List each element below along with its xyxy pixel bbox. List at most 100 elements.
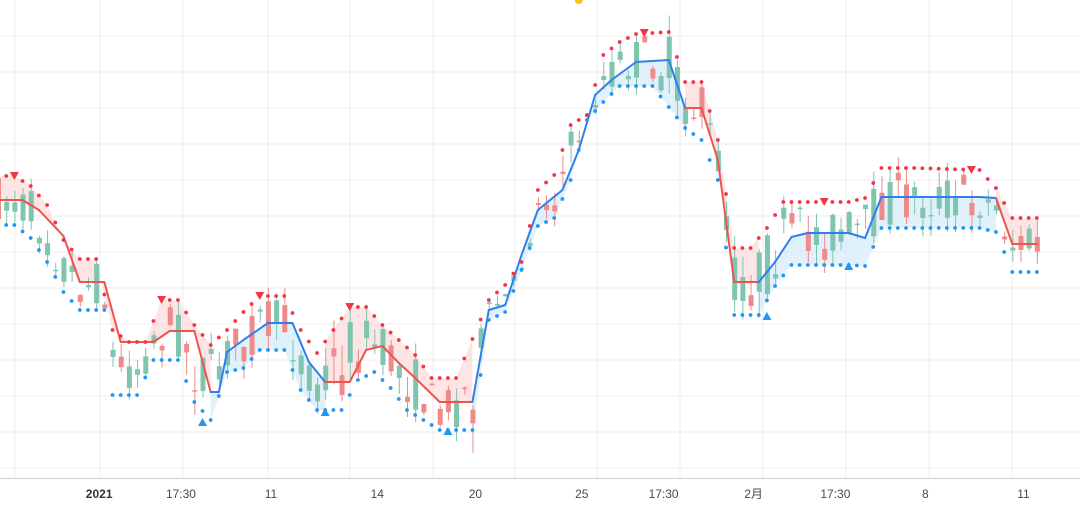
candle-body bbox=[503, 293, 509, 297]
downtrend-band bbox=[145, 321, 154, 342]
candle bbox=[388, 339, 394, 376]
lower-stop-dot bbox=[126, 393, 131, 397]
candle-body bbox=[20, 194, 26, 221]
candle-body bbox=[257, 309, 263, 312]
x-tick-label: 2021 bbox=[86, 487, 113, 501]
candle bbox=[494, 295, 500, 307]
upper-stop-dot bbox=[290, 311, 295, 315]
upper-stop-dot bbox=[298, 328, 303, 332]
candle bbox=[241, 346, 247, 379]
lower-stop-dot bbox=[904, 226, 908, 230]
candle bbox=[274, 298, 280, 341]
upper-stop-dot bbox=[315, 351, 319, 355]
candle bbox=[707, 112, 713, 136]
candle-body bbox=[372, 344, 378, 348]
lower-stop-dot bbox=[45, 260, 49, 264]
downtrend-band bbox=[104, 282, 113, 330]
highlight-dot bbox=[574, 0, 583, 4]
candle bbox=[773, 250, 779, 286]
upper-stop-dot bbox=[871, 181, 876, 185]
lower-stop-dot bbox=[69, 299, 74, 303]
uptrend-band bbox=[488, 307, 497, 320]
supertrend-up-segment bbox=[986, 196, 997, 199]
upper-stop-dot bbox=[511, 271, 516, 276]
lower-stop-dot bbox=[814, 263, 818, 267]
candle bbox=[912, 181, 918, 215]
candle-body bbox=[650, 68, 656, 79]
candle bbox=[1002, 231, 1008, 244]
supertrend-up-segment bbox=[553, 189, 564, 198]
supertrend-down-segment bbox=[708, 133, 719, 161]
candle bbox=[560, 155, 566, 191]
candle-body bbox=[797, 207, 803, 210]
candle-body bbox=[944, 180, 950, 218]
candle-body bbox=[993, 205, 999, 211]
candle bbox=[298, 350, 304, 390]
lower-stop-dot bbox=[208, 418, 213, 422]
supertrend-down-segment bbox=[152, 335, 163, 343]
upper-stop-dot bbox=[184, 310, 189, 315]
candle bbox=[748, 275, 754, 311]
lower-stop-dot bbox=[724, 245, 728, 250]
candle-body bbox=[405, 396, 410, 403]
lower-stop-dot bbox=[805, 263, 810, 267]
upper-stop-dot bbox=[748, 246, 753, 250]
candle-body bbox=[764, 235, 770, 294]
candle bbox=[265, 288, 271, 350]
candle bbox=[290, 340, 296, 381]
candle-body bbox=[953, 196, 959, 216]
candle-body bbox=[241, 346, 247, 362]
candle bbox=[306, 360, 312, 400]
upper-stop-dot bbox=[699, 80, 704, 84]
upper-stop-dot bbox=[446, 376, 450, 380]
candle bbox=[756, 249, 762, 318]
lower-stop-dot bbox=[830, 263, 835, 267]
candle-body bbox=[642, 36, 648, 43]
upper-stop-dot bbox=[77, 257, 82, 261]
supertrend-down-segment bbox=[373, 345, 384, 349]
candle bbox=[650, 65, 656, 83]
supertrend-up-segment bbox=[504, 279, 515, 306]
candle bbox=[1010, 229, 1016, 262]
uptrend-band bbox=[644, 61, 653, 86]
lower-stop-dot bbox=[617, 84, 622, 88]
lower-stop-dot bbox=[454, 428, 458, 432]
upper-stop-dot bbox=[625, 36, 630, 40]
candle-body bbox=[53, 269, 59, 272]
upper-stop-dot bbox=[462, 356, 467, 361]
supertrend-up-segment bbox=[790, 234, 801, 238]
lower-stop-dot bbox=[486, 318, 491, 322]
candle-body bbox=[535, 203, 541, 205]
uptrend-band bbox=[922, 197, 931, 228]
upper-stop-dot bbox=[167, 298, 172, 302]
upper-stop-dot bbox=[797, 200, 802, 204]
lower-stop-dot bbox=[773, 284, 777, 288]
lower-stop-dot bbox=[20, 229, 25, 234]
upper-stop-dot bbox=[961, 167, 966, 172]
upper-stop-dot bbox=[61, 238, 66, 242]
trend-layer bbox=[0, 59, 1038, 403]
supertrend-down-segment bbox=[430, 393, 441, 403]
candle bbox=[863, 204, 869, 229]
candle bbox=[167, 303, 173, 327]
signal-markers-layer bbox=[9, 0, 976, 435]
upper-stop-dot bbox=[110, 328, 115, 332]
upper-stop-dot bbox=[1026, 216, 1031, 220]
candle bbox=[339, 345, 345, 402]
lower-stop-dot bbox=[625, 84, 630, 88]
downtrend-band bbox=[153, 300, 162, 342]
lower-stop-dot bbox=[1026, 270, 1031, 274]
lower-stop-dot bbox=[765, 298, 769, 303]
x-tick-label: 25 bbox=[575, 487, 589, 501]
upper-stop-dot bbox=[208, 343, 213, 347]
supertrend-down-segment bbox=[21, 199, 32, 206]
candle-body bbox=[61, 258, 67, 282]
candle bbox=[503, 293, 509, 297]
upper-stop-dot bbox=[69, 247, 74, 252]
uptrend-band bbox=[546, 196, 555, 222]
upper-stop-dot bbox=[143, 340, 148, 344]
candle-body bbox=[494, 303, 500, 306]
time-axis[interactable]: 2021 17:30 11 14 20 25 17:30 2月 17:30 8 11 bbox=[0, 478, 1080, 502]
supertrend-up-segment bbox=[864, 216, 875, 239]
